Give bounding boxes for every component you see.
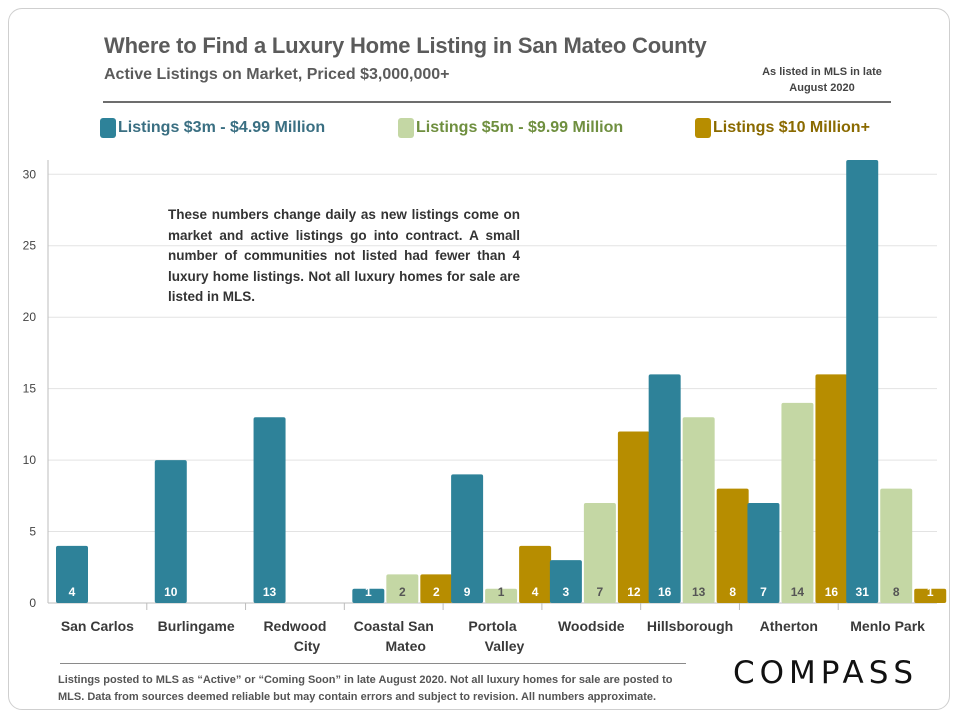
bar-label-2-3: 2 (399, 585, 406, 599)
header-divider (103, 101, 891, 103)
bar-2-3 (386, 574, 419, 603)
bar-label-1-8: 31 (856, 585, 870, 599)
bar-label-3-7: 16 (825, 585, 839, 599)
bar-label-1-6: 16 (658, 585, 672, 599)
footnote: Listings posted to MLS as “Active” or “C… (58, 674, 673, 703)
y-tick-label-30: 30 (23, 167, 37, 181)
bar-1-2 (253, 417, 286, 603)
category-label-2-0: Redwood (263, 618, 326, 634)
legend-swatch-series-1 (100, 118, 116, 138)
legend-item-series-1: Listings $3m - $4.99 Million (100, 118, 325, 138)
bar-label-2-4: 1 (498, 585, 505, 599)
bar-1-5 (549, 560, 582, 603)
bar-2-6 (682, 417, 715, 603)
bar-2-8 (880, 488, 913, 603)
category-label-0-0: San Carlos (61, 618, 134, 634)
category-label-4-1: Valley (485, 638, 525, 654)
category-label-3-0: Coastal San (354, 618, 434, 634)
legend-swatch-series-3 (695, 118, 711, 138)
compass-logo: COMPASS (733, 655, 919, 691)
bar-2-4 (485, 588, 518, 603)
legend-item-series-3: Listings $10 Million+ (695, 118, 870, 138)
legend-swatch-series-2 (398, 118, 414, 138)
bar-label-3-3: 2 (433, 585, 440, 599)
bar-3-3 (420, 574, 453, 603)
bar-label-3-8: 1 (927, 585, 934, 599)
bar-label-2-8: 8 (893, 585, 900, 599)
chart-title: Where to Find a Luxury Home Listing in S… (104, 33, 707, 58)
bar-label-3-6: 8 (729, 585, 736, 599)
category-label-7-0: Atherton (760, 618, 818, 634)
bar-3-5 (617, 431, 650, 603)
bar-label-1-3: 1 (365, 585, 372, 599)
bar-1-3 (352, 588, 385, 603)
legend-item-series-2: Listings $5m - $9.99 Million (398, 118, 623, 138)
source-note-line-2: August 2020 (789, 82, 855, 94)
bar-label-2-5: 7 (597, 585, 604, 599)
bar-1-4 (451, 474, 484, 603)
legend-label-series-1: Listings $3m - $4.99 Million (118, 119, 326, 136)
bar-2-5 (583, 502, 616, 603)
bar-label-3-4: 4 (532, 585, 539, 599)
y-tick-label-20: 20 (23, 310, 37, 324)
bar-2-7 (781, 402, 814, 603)
category-label-3-1: Mateo (385, 638, 425, 654)
annotation-note: These numbers change daily as new listin… (168, 207, 520, 304)
bar-label-1-2: 13 (263, 585, 277, 599)
legend-label-series-2: Listings $5m - $9.99 Million (416, 119, 624, 136)
bar-1-0 (56, 545, 88, 603)
bar-1-8 (846, 160, 879, 603)
bar-label-2-7: 14 (791, 585, 805, 599)
bar-1-1 (154, 460, 187, 603)
category-label-4-0: Portola (468, 618, 516, 634)
y-tick-label-5: 5 (29, 525, 36, 539)
legend: Listings $3m - $4.99 Million Listings $5… (0, 118, 960, 148)
y-tick-label-15: 15 (23, 382, 37, 396)
category-label-2-1: City (294, 638, 321, 654)
source-note-line-1: As listed in MLS in late (762, 66, 882, 78)
category-label-1-0: Burlingame (158, 618, 235, 634)
chart-subtitle: Active Listings on Market, Priced $3,000… (104, 66, 450, 83)
y-tick-label-25: 25 (23, 239, 37, 253)
bar-3-8 (914, 588, 947, 603)
bar-label-2-6: 13 (692, 585, 706, 599)
bar-label-1-7: 7 (760, 585, 767, 599)
bar-label-1-0: 4 (69, 585, 76, 599)
bar-3-6 (716, 488, 749, 603)
bar-label-1-5: 3 (563, 585, 570, 599)
bar-label-3-5: 12 (627, 585, 641, 599)
y-tick-label-10: 10 (23, 453, 37, 467)
bar-3-7 (815, 374, 848, 603)
bar-label-1-4: 9 (464, 585, 471, 599)
bar-1-7 (747, 502, 780, 603)
category-label-6-0: Hillsborough (647, 618, 733, 634)
bar-label-1-1: 10 (164, 585, 178, 599)
category-label-5-0: Woodside (558, 618, 625, 634)
footnote-divider (60, 663, 686, 664)
bar-1-6 (648, 374, 681, 603)
source-note: As listed in MLS in late August 2020 (760, 64, 884, 96)
category-label-8-0: Menlo Park (850, 618, 925, 634)
bar-3-4 (519, 545, 552, 603)
legend-label-series-3: Listings $10 Million+ (713, 119, 870, 136)
y-tick-label-0: 0 (29, 596, 36, 610)
